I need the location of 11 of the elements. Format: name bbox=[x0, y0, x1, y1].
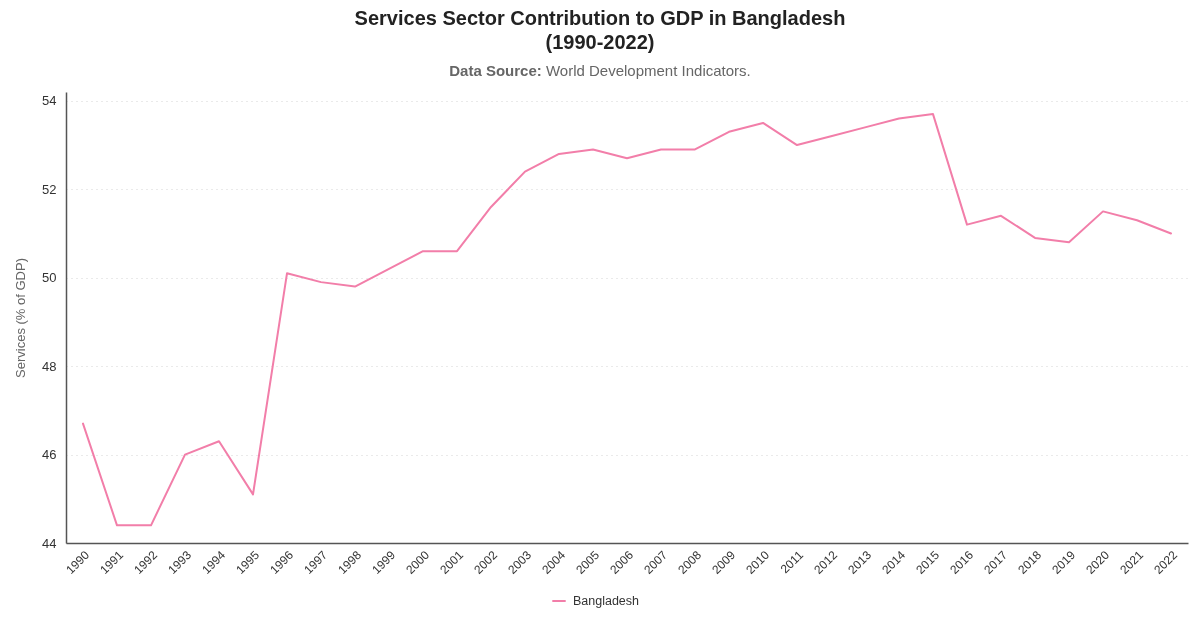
y-axis-title: Services (% of GDP) bbox=[13, 258, 29, 378]
y-tick-label: 54 bbox=[42, 93, 57, 109]
chart-title: Services Sector Contribution to GDP in Bangladesh (1990-2022) bbox=[353, 6, 847, 54]
chart-subtitle: Data Source: World Development Indicators. bbox=[448, 62, 752, 79]
legend-label: Bangladesh bbox=[573, 594, 640, 608]
y-tick-label: 44 bbox=[42, 535, 57, 551]
y-tick-label: 48 bbox=[42, 358, 57, 374]
y-tick-label: 52 bbox=[42, 181, 57, 197]
y-tick-label: 46 bbox=[42, 447, 57, 463]
line-series bbox=[82, 113, 1172, 527]
y-tick-label: 50 bbox=[42, 270, 57, 286]
